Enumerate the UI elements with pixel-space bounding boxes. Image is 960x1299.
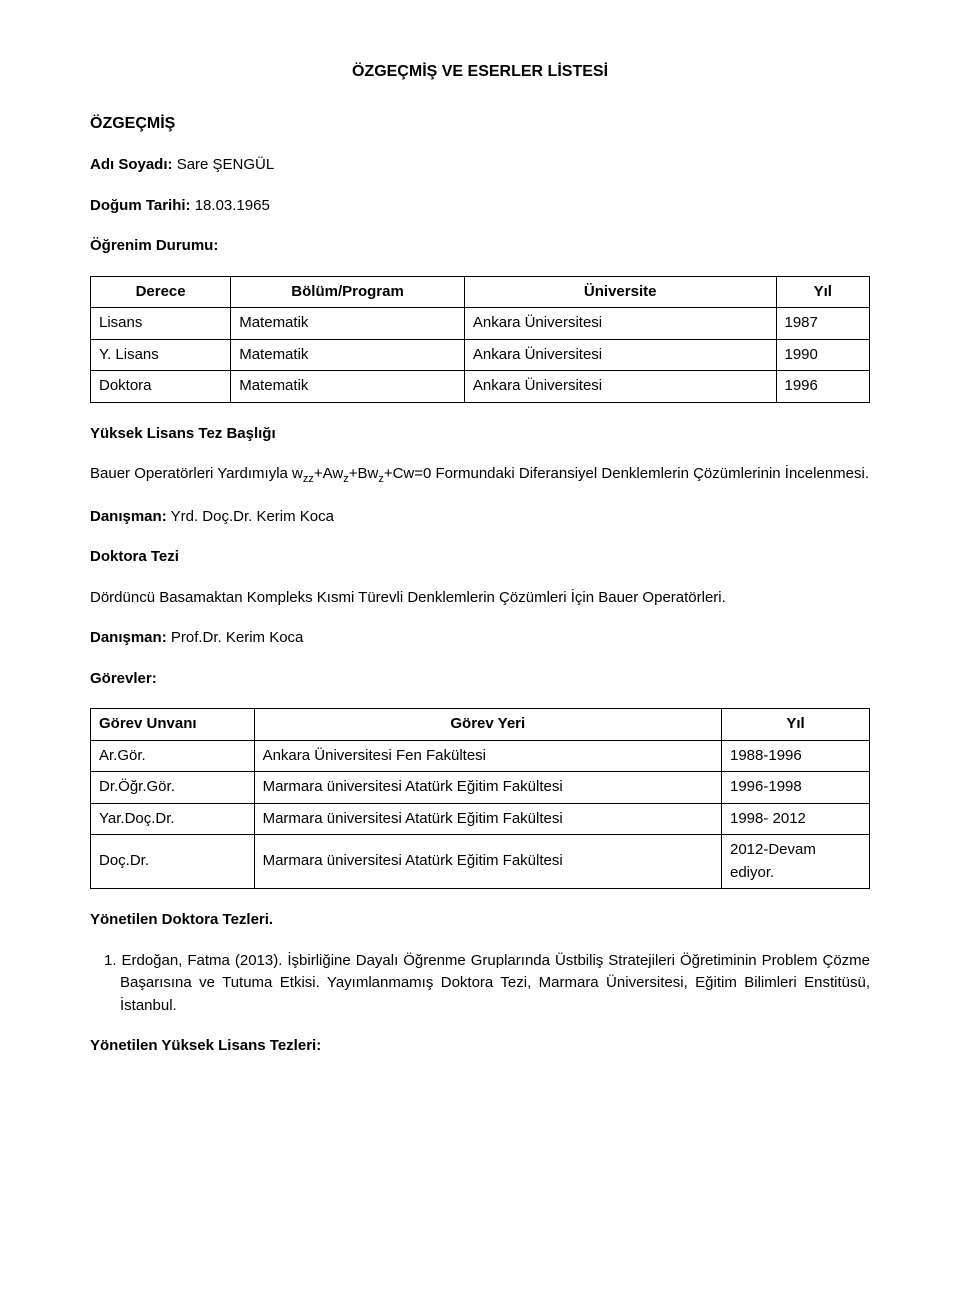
duties-header-yeri: Görev Yeri [254,709,721,741]
edu-cell: 1990 [776,339,870,371]
duties-cell: 1998- 2012 [721,803,869,835]
advisor-label: Danışman: [90,508,167,525]
edu-cell: Y. Lisans [91,339,231,371]
birth-line: Doğum Tarihi: 18.03.1965 [90,195,870,218]
duties-cell: 1988-1996 [721,740,869,772]
duties-cell: 1996-1998 [721,772,869,804]
duties-cell: 2012-Devam ediyor. [721,835,869,889]
duties-cell: Ar.Gör. [91,740,255,772]
edu-cell: Matematik [231,308,465,340]
thesis-text-part: +Aw [314,465,343,482]
thesis-text-part: Bauer Operatörleri Yardımıyla w [90,465,303,482]
cv-section-title: ÖZGEÇMİŞ [90,112,870,136]
table-header-row: Derece Bölüm/Program Üniversite Yıl [91,276,870,308]
table-row: Doktora Matematik Ankara Üniversitesi 19… [91,371,870,403]
msc-thesis-text: Bauer Operatörleri Yardımıyla wzz+Awz+Bw… [90,463,870,488]
edu-header-derece: Derece [91,276,231,308]
phd-thesis-text: Dördüncü Basamaktan Kompleks Kısmi Türev… [90,587,870,610]
name-label: Adı Soyadı: [90,156,173,173]
phd-thesis-title: Doktora Tezi [90,546,870,569]
supervised-msc-title: Yönetilen Yüksek Lisans Tezleri: [90,1035,870,1058]
edu-cell: 1987 [776,308,870,340]
education-label-line: Öğrenim Durumu: [90,235,870,258]
edu-header-yil: Yıl [776,276,870,308]
main-title: ÖZGEÇMİŞ VE ESERLER LİSTESİ [90,60,870,84]
supervised-phd-item: 1. Erdoğan, Fatma (2013). İşbirliğine Da… [90,950,870,1018]
duties-header-unvan: Görev Unvanı [91,709,255,741]
advisor-value: Yrd. Doç.Dr. Kerim Koca [171,508,334,525]
msc-advisor-line: Danışman: Yrd. Doç.Dr. Kerim Koca [90,506,870,529]
edu-header-universite: Üniversite [464,276,776,308]
edu-cell: Lisans [91,308,231,340]
thesis-text-part: +Bw [349,465,379,482]
education-label: Öğrenim Durumu: [90,237,218,254]
edu-header-bolum: Bölüm/Program [231,276,465,308]
education-table: Derece Bölüm/Program Üniversite Yıl Lisa… [90,276,870,403]
duties-header-yil: Yıl [721,709,869,741]
name-line: Adı Soyadı: Sare ŞENGÜL [90,154,870,177]
edu-cell: Matematik [231,371,465,403]
supervised-phd-title: Yönetilen Doktora Tezleri. [90,909,870,932]
table-row: Dr.Öğr.Gör. Marmara üniversitesi Atatürk… [91,772,870,804]
duties-cell: Ankara Üniversitesi Fen Fakültesi [254,740,721,772]
thesis-text-part: +Cw=0 Formundaki Diferansiyel Denklemler… [384,465,869,482]
advisor-label: Danışman: [90,629,167,646]
advisor-value: Prof.Dr. Kerim Koca [171,629,304,646]
table-row: Y. Lisans Matematik Ankara Üniversitesi … [91,339,870,371]
msc-thesis-title: Yüksek Lisans Tez Başlığı [90,423,870,446]
duties-cell: Doç.Dr. [91,835,255,889]
edu-cell: Ankara Üniversitesi [464,339,776,371]
duties-cell: Marmara üniversitesi Atatürk Eğitim Fakü… [254,803,721,835]
subscript-zz: zz [303,473,314,485]
duties-title: Görevler: [90,668,870,691]
duties-table: Görev Unvanı Görev Yeri Yıl Ar.Gör. Anka… [90,708,870,889]
edu-cell: 1996 [776,371,870,403]
birth-label: Doğum Tarihi: [90,197,191,214]
duties-cell: Yar.Doç.Dr. [91,803,255,835]
table-row: Doç.Dr. Marmara üniversitesi Atatürk Eği… [91,835,870,889]
duties-cell: Marmara üniversitesi Atatürk Eğitim Fakü… [254,772,721,804]
duties-cell: Marmara üniversitesi Atatürk Eğitim Fakü… [254,835,721,889]
birth-value: 18.03.1965 [195,197,270,214]
table-row: Yar.Doç.Dr. Marmara üniversitesi Atatürk… [91,803,870,835]
edu-cell: Doktora [91,371,231,403]
duties-cell: Dr.Öğr.Gör. [91,772,255,804]
edu-cell: Ankara Üniversitesi [464,371,776,403]
phd-advisor-line: Danışman: Prof.Dr. Kerim Koca [90,627,870,650]
table-row: Ar.Gör. Ankara Üniversitesi Fen Fakültes… [91,740,870,772]
table-header-row: Görev Unvanı Görev Yeri Yıl [91,709,870,741]
table-row: Lisans Matematik Ankara Üniversitesi 198… [91,308,870,340]
name-value: Sare ŞENGÜL [177,156,275,173]
edu-cell: Ankara Üniversitesi [464,308,776,340]
edu-cell: Matematik [231,339,465,371]
